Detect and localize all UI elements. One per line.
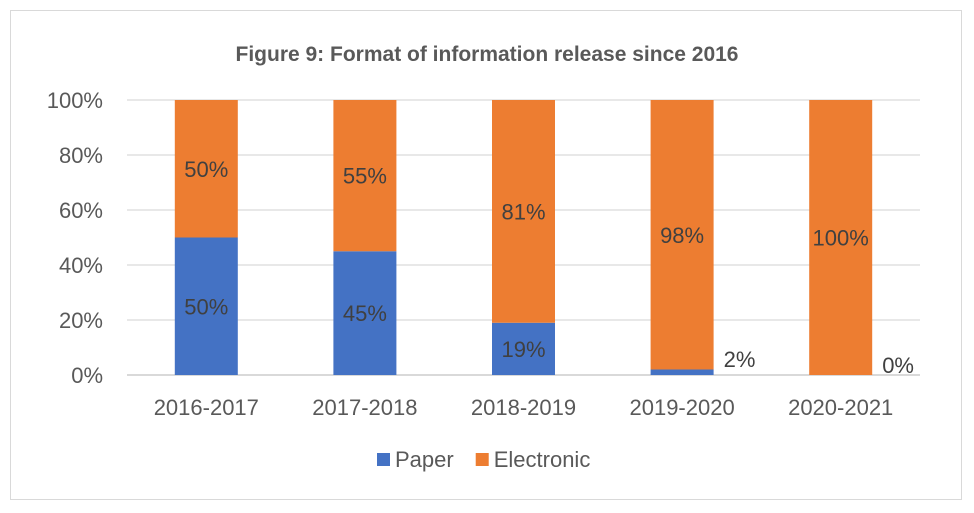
legend-swatch-electronic [475,453,489,466]
data-label: 81% [501,199,545,224]
y-tick-label: 100% [47,88,103,113]
bar-electronic [333,100,397,252]
data-label: 2% [724,347,756,372]
chart-title: Figure 9: Format of information release … [236,43,739,66]
x-tick-label: 2018-2019 [471,395,576,420]
bar-electronic [650,100,714,370]
bar-electronic [174,100,238,238]
x-tick-label: 2016-2017 [154,395,259,420]
data-label: 50% [184,294,228,319]
legend-label: Electronic [494,447,591,472]
x-tick-label: 2020-2021 [788,395,893,420]
bar-paper [492,322,555,375]
bar-paper [333,251,397,375]
y-tick-label: 80% [59,143,103,168]
x-tick-label: 2019-2020 [629,395,734,420]
y-tick-label: 40% [59,253,103,278]
y-tick-label: 20% [59,308,103,333]
y-tick-label: 60% [59,198,103,223]
legend-label: Paper [395,447,454,472]
x-tick-label: 2017-2018 [312,395,417,420]
data-label: 45% [343,301,387,326]
data-label: 55% [343,164,387,189]
bar-paper [174,237,238,375]
data-label: 19% [501,337,545,362]
legend-swatch-paper [377,453,390,466]
data-label: 98% [660,223,704,248]
data-label: 100% [813,226,869,251]
bar-electronic [492,100,555,323]
data-label: 0% [882,353,914,378]
bar-paper [650,369,714,375]
data-label: 50% [184,157,228,182]
chart-frame [10,10,962,500]
y-tick-label: 0% [71,363,103,388]
bar-electronic [809,100,873,375]
